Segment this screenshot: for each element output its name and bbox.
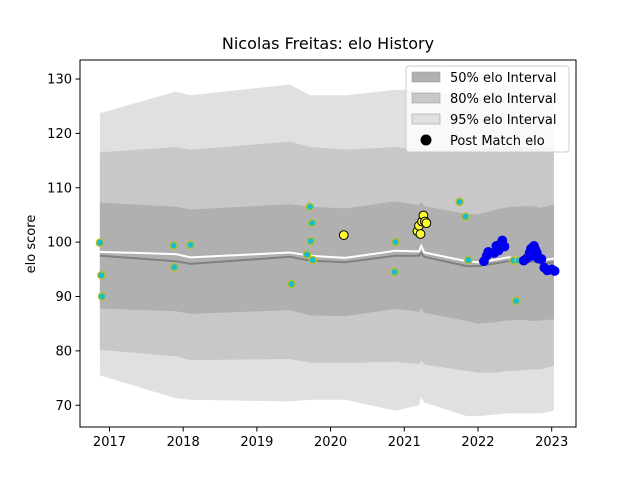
y-tick-label: 90 (55, 290, 72, 305)
data-point (455, 197, 464, 207)
data-point (536, 254, 547, 264)
x-tick-label: 2022 (461, 435, 494, 450)
x-axis: 2017 2018 2019 2020 2021 2022 2023 (93, 427, 568, 450)
x-tick-label: 2019 (240, 435, 273, 450)
data-point (306, 236, 315, 246)
band-50 (99, 201, 554, 324)
y-tick-label: 70 (55, 399, 72, 414)
data-point (97, 271, 106, 280)
data-point (549, 266, 560, 276)
data-point (461, 212, 470, 221)
data-point (415, 229, 426, 239)
data-point (186, 240, 195, 250)
y-tick-label: 80 (55, 344, 72, 359)
data-point (512, 296, 521, 306)
data-point (308, 255, 318, 265)
y-axis-label: elo score (24, 215, 39, 274)
data-point (305, 202, 315, 212)
legend-label: 50% elo Interval (450, 71, 557, 86)
data-point (338, 230, 349, 241)
legend-label: Post Match elo (450, 134, 545, 149)
legend-label: 80% elo Interval (450, 92, 557, 107)
data-point (307, 218, 317, 228)
y-tick-label: 100 (47, 236, 72, 251)
data-point (499, 241, 510, 252)
data-point (287, 279, 296, 289)
y-tick-label: 120 (47, 127, 72, 142)
legend-swatch (411, 113, 441, 125)
legend-label: 95% elo Interval (450, 113, 557, 128)
x-tick-label: 2021 (388, 435, 421, 450)
chart-title: Nicolas Freitas: elo History (222, 34, 434, 53)
legend-swatch (411, 92, 441, 104)
x-tick-label: 2020 (314, 435, 347, 450)
data-point (421, 218, 432, 229)
data-point (464, 255, 473, 265)
x-tick-label: 2018 (167, 435, 200, 450)
data-point (97, 292, 107, 301)
legend-marker (420, 134, 432, 146)
data-point (302, 250, 312, 259)
match-points (95, 197, 560, 306)
x-tick-label: 2023 (535, 435, 568, 450)
plot-frame (79, 59, 577, 428)
data-point (391, 237, 400, 247)
legend: 50% elo Interval 80% elo Interval 95% elo … (405, 65, 570, 153)
y-axis: 70 80 90 100 110 120 130 (47, 73, 80, 414)
y-tick-label: 110 (47, 181, 72, 196)
data-point (95, 238, 105, 247)
data-point (390, 267, 399, 277)
legend-box (405, 65, 570, 153)
data-point (170, 262, 179, 272)
legend-swatch (411, 71, 441, 83)
data-point (169, 241, 178, 250)
x-tick-label: 2017 (93, 435, 126, 450)
y-tick-label: 130 (47, 73, 72, 88)
